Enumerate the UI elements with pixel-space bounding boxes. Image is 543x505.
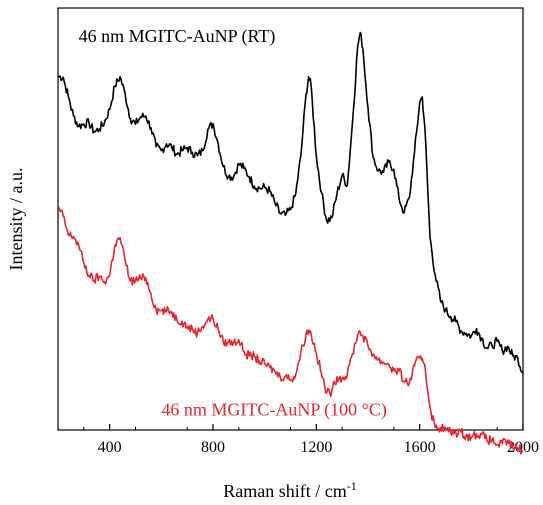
series-annotation: 46 nm MGITC-AuNP (100 °C)	[161, 399, 387, 420]
x-axis-label: Raman shift / cm-1	[223, 479, 356, 501]
plot-frame	[57, 7, 524, 431]
annotation-layer: 46 nm MGITC-AuNP (RT) 46 nm MGITC-AuNP (1…	[79, 26, 387, 420]
x-tick-label: 1600	[404, 439, 436, 456]
series-line	[57, 206, 524, 455]
x-tick-label: 800	[201, 439, 225, 456]
series-layer	[57, 31, 524, 455]
series-annotation: 46 nm MGITC-AuNP (RT)	[79, 26, 276, 47]
x-tick-label: 2000	[507, 439, 539, 456]
y-axis-label: Intensity / a.u.	[6, 168, 26, 271]
x-tick-label: 1200	[300, 439, 332, 456]
x-axis-ticks: 400 800 1200 1600 2000	[83, 424, 539, 456]
x-axis-label-superscript: -1	[347, 479, 357, 493]
x-axis-label-text: Raman shift / cm	[223, 481, 346, 501]
x-tick-label: 400	[98, 439, 122, 456]
series-line	[57, 31, 524, 374]
